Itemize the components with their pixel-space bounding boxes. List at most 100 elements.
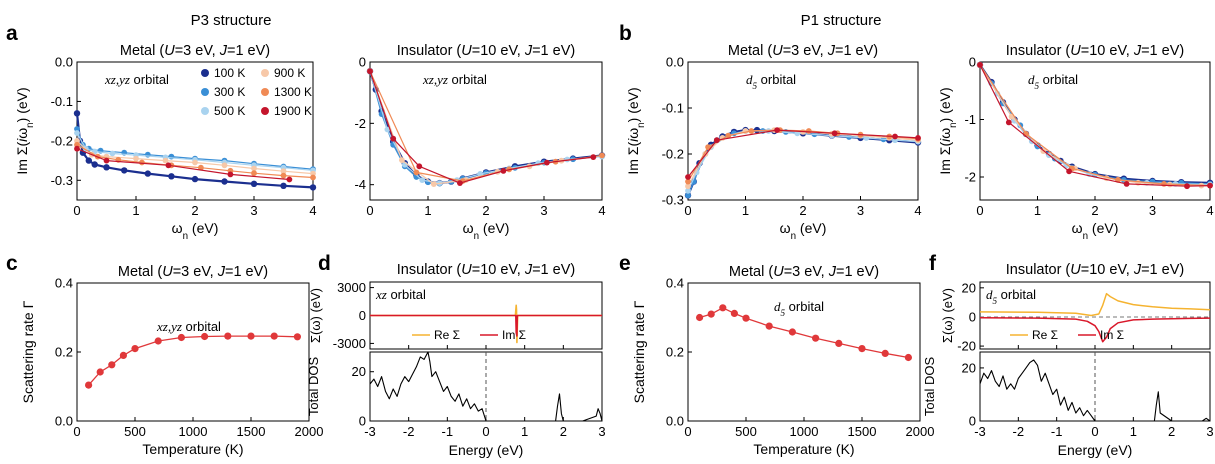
y-axis-label: Im Σ(iωn) (eV): [14, 87, 36, 174]
y-tick-label: 0: [359, 414, 366, 429]
scattering-point: [812, 334, 820, 342]
x-tick-label: 2: [482, 203, 489, 218]
x-tick-label: 1: [132, 203, 139, 218]
panel-title: Insulator (U=10 eV, J=1 eV): [1006, 262, 1184, 278]
x-axis-label: Energy (eV): [449, 442, 524, 458]
y-tick-label: 0.0: [666, 414, 684, 429]
data-point: [1184, 183, 1190, 190]
self-energy-line: [979, 316, 1211, 343]
y-tick-label: -3000: [333, 336, 366, 351]
axes-frame: [76, 282, 310, 422]
scattering-point: [293, 333, 301, 341]
x-tick-label: 0: [684, 424, 691, 439]
legend-label: 1900 K: [274, 104, 312, 118]
legend-marker: [261, 69, 269, 77]
y-tick-label: 20: [962, 360, 976, 375]
data-point: [280, 182, 287, 189]
x-tick-label: 0: [73, 424, 80, 439]
y-tick-label: -2: [354, 116, 366, 131]
x-tick-label: 1000: [179, 424, 208, 439]
panel-letter-a: a: [6, 22, 18, 45]
y-tick-label: 0: [969, 55, 976, 70]
data-point: [309, 184, 317, 191]
scattering-point: [904, 353, 913, 362]
x-tick-label: 1: [424, 203, 431, 218]
x-tick-label: -3: [974, 424, 986, 439]
scattering-point: [707, 310, 715, 318]
data-point: [1066, 168, 1072, 175]
orbital-annotation: d5 orbital: [774, 299, 824, 318]
self-energy-line: [370, 304, 602, 344]
data-point: [280, 172, 287, 179]
panel-letter-d: d: [318, 252, 331, 275]
dos-line: [979, 359, 1211, 422]
y-tick-label: 0: [969, 309, 976, 324]
y-tick-label: 0: [359, 55, 366, 70]
series-line: [979, 64, 1211, 187]
x-tick-label: 1: [742, 203, 749, 218]
legend-label: 900 K: [274, 66, 305, 80]
data-point: [133, 155, 139, 162]
scattering-point: [108, 361, 116, 369]
orbital-annotation: xz orbital: [375, 287, 426, 302]
scattering-point: [835, 339, 843, 347]
data-point: [192, 159, 198, 166]
x-tick-label: 500: [735, 424, 757, 439]
orbital-annotation: xz,yz orbital: [104, 72, 169, 87]
group-title-p3: P3 structure: [191, 12, 272, 29]
legend-label: 1300 K: [274, 85, 312, 99]
scattering-point: [119, 351, 127, 359]
legend-marker: [201, 107, 209, 115]
x-tick-label: 3: [540, 203, 547, 218]
data-point: [367, 68, 373, 75]
legend-label: Im Σ: [1100, 328, 1124, 342]
x-axis-label: ωn (eV): [780, 220, 827, 242]
scattering-point: [247, 332, 255, 340]
x-axis-label: Temperature (K): [142, 441, 243, 457]
panel-letter-b: b: [619, 22, 632, 45]
data-point: [805, 128, 812, 134]
data-point: [599, 152, 605, 159]
data-point: [1005, 119, 1012, 126]
series-line: [979, 64, 1211, 184]
y-axis-label: Total DOS: [922, 357, 937, 417]
y-tick-label: -1: [964, 112, 976, 127]
x-tick-label: -2: [403, 424, 415, 439]
data-point: [831, 130, 838, 137]
data-point: [413, 169, 420, 176]
data-point: [227, 171, 234, 178]
data-point: [685, 192, 691, 199]
data-point: [419, 177, 426, 184]
y-tick-label: -0.3: [51, 173, 73, 188]
data-point: [73, 110, 81, 117]
panel-letter-e: e: [619, 252, 631, 275]
x-tick-label: 1: [521, 424, 528, 439]
panel-letter-c: c: [6, 252, 18, 275]
data-point: [430, 181, 437, 188]
x-tick-label: 1000: [790, 424, 819, 439]
orbital-annotation: d5 orbital: [986, 287, 1036, 306]
legend-label: 300 K: [214, 85, 245, 99]
data-point: [457, 180, 463, 187]
x-tick-label: -1: [442, 424, 454, 439]
series-line: [979, 64, 1211, 185]
orbital-annotation: xz,yz orbital: [156, 319, 221, 334]
orbital-annotation: d5 orbital: [1028, 72, 1078, 91]
data-point: [685, 174, 691, 180]
data-point: [286, 176, 293, 183]
x-tick-label: 1: [1034, 203, 1041, 218]
legend-marker: [201, 69, 209, 77]
y-tick-label: 0.0: [666, 55, 684, 70]
scattering-point: [730, 309, 739, 317]
scattering-point: [858, 345, 866, 353]
x-tick-label: 0: [482, 424, 489, 439]
legend-label: 500 K: [214, 104, 245, 118]
scattering-point: [881, 349, 889, 357]
data-point: [251, 170, 257, 177]
x-axis-label: ωn (eV): [463, 220, 510, 242]
panel-title: Metal (U=3 eV, J=1 eV): [728, 43, 878, 59]
scattering-point: [765, 322, 773, 330]
x-tick-label: 4: [309, 203, 316, 218]
x-tick-label: 3: [250, 203, 257, 218]
